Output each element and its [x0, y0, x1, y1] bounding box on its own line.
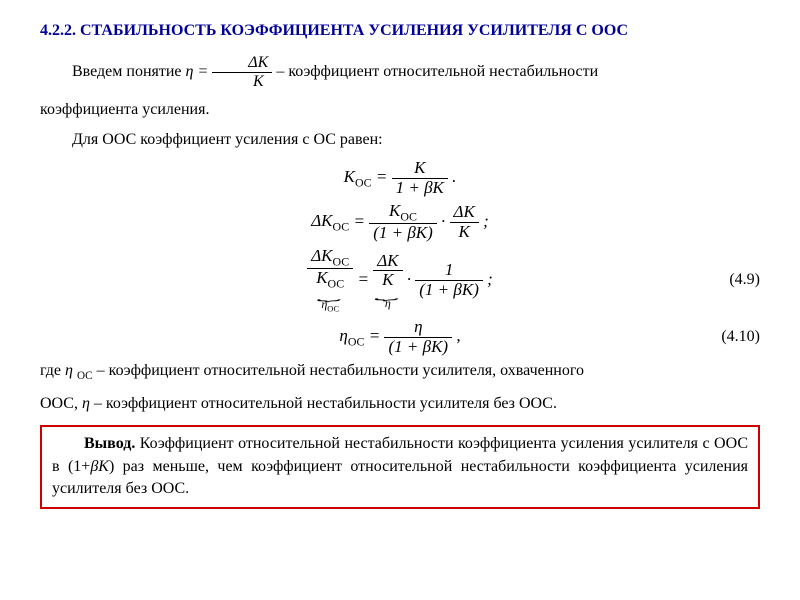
- where-line2: ООС, η – коэффициент относительной неста…: [40, 393, 760, 415]
- line3: Для ООС коэффициент усиления с ОС равен:: [40, 129, 760, 151]
- koc-frac: K 1 + βK: [392, 159, 448, 197]
- den-text: 1 + βK: [396, 178, 444, 197]
- section-title-text: СТАБИЛЬНОСТЬ КОЭФФИЦИЕНТА УСИЛЕНИЯ УСИЛИ…: [80, 22, 628, 39]
- deltaK-num: ΔK: [212, 54, 272, 73]
- conclusion-body2: ) раз меньше, чем коэффициент относитель…: [52, 458, 748, 497]
- etaoc-sub: ОС: [348, 334, 365, 348]
- etaoc2-sub: ОС: [77, 370, 93, 382]
- Koc: K: [344, 167, 355, 186]
- formula-koc: KОС = K 1 + βK .: [40, 159, 760, 197]
- mid-frac: ΔK K: [373, 252, 402, 290]
- Koc2-sub: ОС: [400, 209, 417, 223]
- formula-49: ΔKОС KОС ⏟ ηОС = ΔK K ⏟ η · 1 (1 + βK) ;…: [40, 247, 760, 314]
- one: 1: [415, 261, 483, 281]
- etaoc2: η: [65, 362, 73, 379]
- dkoc3: ΔK: [311, 246, 332, 265]
- underbrace-left: ΔKОС KОС ⏟ ηОС: [307, 247, 353, 314]
- conclusion-box: Вывод. Коэффициент относительной нестаби…: [40, 425, 760, 508]
- koc3: K: [316, 268, 327, 287]
- intro-paragraph: Введем понятие η = ΔK K – коэффициент от…: [40, 54, 760, 90]
- dKoc-sub: ОС: [333, 220, 350, 234]
- where-mid1: – коэффициент относительной нестабильнос…: [93, 362, 584, 379]
- k-den2: K: [450, 223, 479, 242]
- dkoc-frac1: KОС (1 + βK): [369, 202, 437, 243]
- eta-plain: η: [82, 395, 90, 412]
- dk-num2: ΔK: [373, 252, 402, 272]
- K-num: K: [392, 159, 448, 179]
- etaocub: ОС: [327, 304, 339, 313]
- brace-icon2: ⏟: [356, 291, 421, 296]
- underbrace-mid: ΔK K ⏟ η: [373, 252, 402, 310]
- betaK-concl: βK: [90, 458, 109, 475]
- eta-def-formula: η = ΔK K: [186, 63, 277, 80]
- formula-410: ηОС = η (1 + βK) , (4.10): [40, 318, 760, 356]
- formula-dkoc: ΔKОС = KОС (1 + βK) · ΔK K ;: [40, 202, 760, 243]
- where-prefix: где: [40, 362, 65, 379]
- eq-number-410: (4.10): [721, 326, 760, 348]
- lhs-frac: ΔKОС KОС: [307, 247, 353, 291]
- Koc-sub: ОС: [355, 176, 372, 190]
- Koc2: K: [389, 201, 400, 220]
- conclusion-label: Вывод.: [52, 435, 135, 452]
- etaoc: η: [339, 326, 347, 345]
- dkoc3-sub: ОС: [333, 254, 350, 268]
- where2-prefix: ООС,: [40, 395, 82, 412]
- eq-number-49: (4.9): [729, 269, 760, 291]
- dkoc-frac2: ΔK K: [450, 203, 479, 241]
- eta-num: η: [384, 318, 452, 338]
- den-1pbk3: (1 + βK): [384, 338, 452, 357]
- dKoc: ΔK: [311, 211, 332, 230]
- den-1pbk2: (1 + βK): [415, 281, 483, 300]
- den-1pbk: (1 + βK): [369, 224, 437, 243]
- K-den: K: [212, 73, 272, 91]
- intro-suffix: – коэффициент относительной нестабильнос…: [276, 63, 598, 80]
- etaoc-frac: η (1 + βK): [384, 318, 452, 356]
- intro-prefix: Введем понятие: [72, 63, 186, 80]
- where2-suffix: – коэффициент относительной нестабильнос…: [90, 395, 557, 412]
- rhs-frac: 1 (1 + βK): [415, 261, 483, 299]
- where-paragraph: где η ОС – коэффициент относительной нес…: [40, 360, 760, 385]
- eta-frac: ΔK K: [212, 54, 272, 90]
- dk-num: ΔK: [450, 203, 479, 223]
- intro-line2: коэффициента усиления.: [40, 99, 760, 121]
- betaK: βK: [424, 178, 444, 197]
- eta-symbol: η: [186, 63, 194, 80]
- section-heading: 4.2.2. СТАБИЛЬНОСТЬ КОЭФФИЦИЕНТА УСИЛЕНИ…: [40, 20, 760, 42]
- section-number: 4.2.2.: [40, 22, 76, 39]
